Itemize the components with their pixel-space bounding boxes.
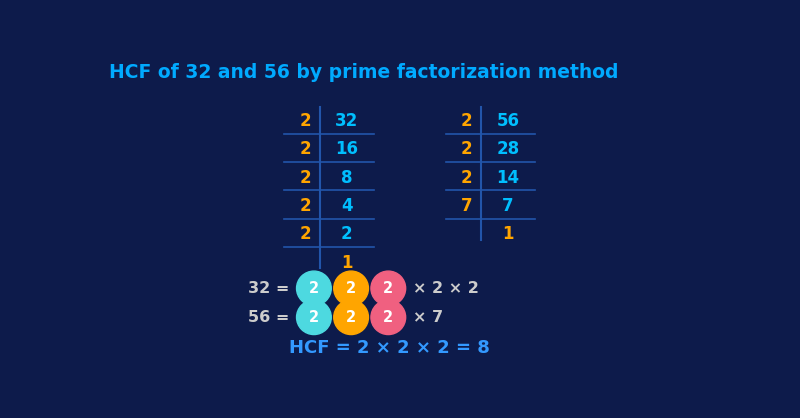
Text: 56: 56 <box>497 112 519 130</box>
Text: 2: 2 <box>461 140 472 158</box>
Ellipse shape <box>371 271 406 306</box>
Text: 2: 2 <box>299 140 311 158</box>
Text: × 2 × 2: × 2 × 2 <box>413 281 479 296</box>
Text: 1: 1 <box>341 254 353 272</box>
Text: HCF of 32 and 56 by prime factorization method: HCF of 32 and 56 by prime factorization … <box>110 63 619 82</box>
Text: 32 =: 32 = <box>248 281 295 296</box>
Text: 2: 2 <box>383 310 394 325</box>
Text: 2: 2 <box>299 225 311 243</box>
Text: 2: 2 <box>341 225 353 243</box>
Text: 2: 2 <box>299 168 311 186</box>
Text: 2: 2 <box>461 112 472 130</box>
Text: 16: 16 <box>335 140 358 158</box>
Text: 7: 7 <box>502 197 514 215</box>
Text: 2: 2 <box>346 310 356 325</box>
Text: HCF = 2 × 2 × 2 = 8: HCF = 2 × 2 × 2 = 8 <box>289 339 490 357</box>
Text: 2: 2 <box>346 281 356 296</box>
Text: 14: 14 <box>497 168 520 186</box>
Text: 8: 8 <box>341 168 353 186</box>
Ellipse shape <box>297 300 331 334</box>
Text: 56 =: 56 = <box>248 310 295 325</box>
Ellipse shape <box>371 300 406 334</box>
Text: 2: 2 <box>309 310 319 325</box>
Text: 2: 2 <box>299 112 311 130</box>
Ellipse shape <box>297 271 331 306</box>
Text: × 7: × 7 <box>413 310 443 325</box>
Text: 32: 32 <box>335 112 358 130</box>
Text: 4: 4 <box>341 197 353 215</box>
Ellipse shape <box>334 271 369 306</box>
Text: 2: 2 <box>461 168 472 186</box>
Text: 7: 7 <box>461 197 472 215</box>
Text: 2: 2 <box>383 281 394 296</box>
Ellipse shape <box>334 300 369 334</box>
Text: 2: 2 <box>309 281 319 296</box>
Text: 2: 2 <box>299 197 311 215</box>
Text: 28: 28 <box>497 140 520 158</box>
Text: 1: 1 <box>502 225 514 243</box>
